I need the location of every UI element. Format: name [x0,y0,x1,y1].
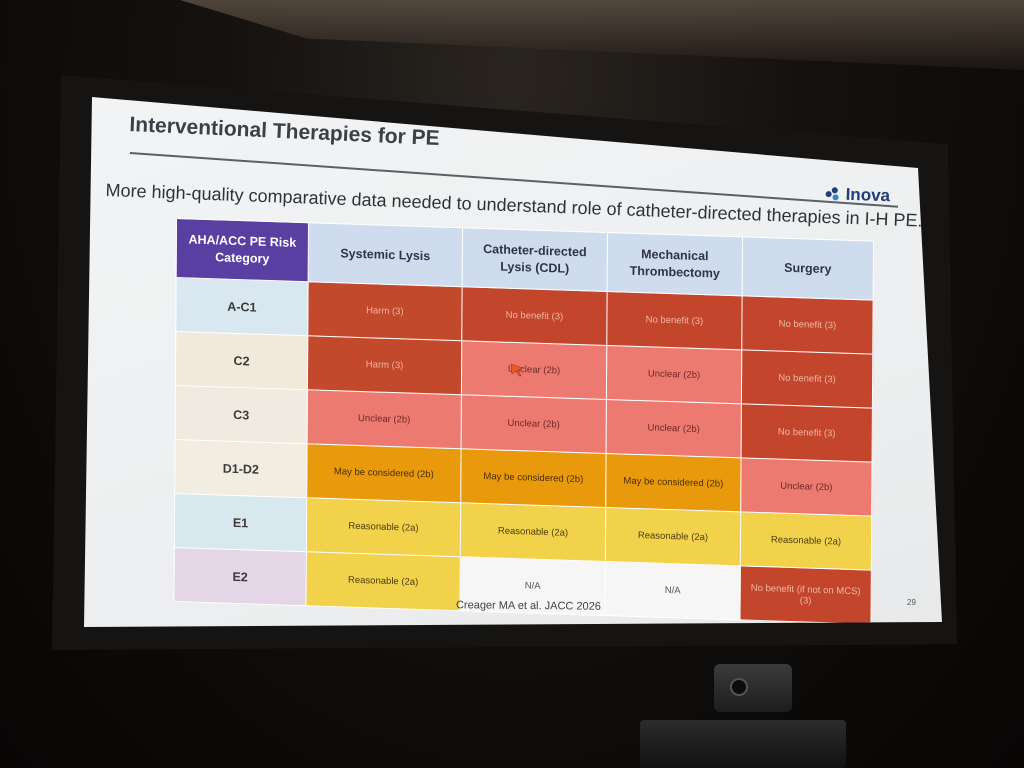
table-cell: Unclear (2b) [307,389,462,449]
row-category: E1 [174,493,307,552]
row-category: A-C1 [175,277,309,336]
projector [640,660,850,768]
table-cell: Reasonable (2a) [305,551,461,611]
column-header-risk-category: AHA/ACC PE Risk Category [176,218,309,282]
table-cell: No benefit (3) [461,286,608,346]
column-header-surgery: Surgery [742,236,874,301]
projector-base [640,720,846,768]
projector-lens-icon [730,678,748,696]
table-cell: Unclear (2b) [606,399,742,458]
table-cell: May be considered (2b) [605,453,742,512]
inova-logo: Inova [825,184,890,206]
column-header-mechanical-thrombectomy: Mechanical Thrombectomy [607,232,743,296]
row-category: E2 [173,547,307,606]
row-category: C3 [175,385,308,444]
inova-logo-text: Inova [845,184,891,206]
table-cell: No benefit (3) [741,295,874,355]
table-cell: Unclear (2b) [606,345,742,404]
row-category: D1-D2 [174,439,308,498]
table-cell: Unclear (2b) [461,394,607,454]
table-cell: Harm (3) [307,335,462,395]
table-cell: Reasonable (2a) [306,497,461,557]
table-cell: Reasonable (2a) [740,511,872,571]
slide-page-number: 29 [907,598,916,607]
column-header-cdl: Catheter-directed Lysis (CDL) [462,227,608,292]
table-cell: No benefit (if not on MCS) (3) [739,565,872,625]
table-cell: Harm (3) [307,281,463,341]
table-cell: May be considered (2b) [306,443,462,503]
table-cell: No benefit (3) [606,291,743,350]
table-cell: Unclear (2b) [740,457,873,517]
table-cell: No benefit (3) [741,349,873,409]
table-cell: Unclear (2b) [461,340,607,400]
table-cell: No benefit (3) [741,403,873,463]
slide-citation: Creager MA et al. JACC 2026 [455,599,601,613]
table-cell: N/A [604,561,741,620]
therapy-table-container: AHA/ACC PE Risk Category Systemic Lysis … [173,218,874,625]
row-category: C2 [175,331,308,390]
table-cell: Reasonable (2a) [460,502,606,562]
laser-pointer-icon [510,363,524,377]
table-cell: Reasonable (2a) [605,507,741,566]
therapy-table: AHA/ACC PE Risk Category Systemic Lysis … [173,218,874,625]
inova-logo-icon [825,187,841,202]
projector-head [714,664,792,712]
column-header-systemic-lysis: Systemic Lysis [308,222,463,287]
table-cell: May be considered (2b) [460,448,607,508]
